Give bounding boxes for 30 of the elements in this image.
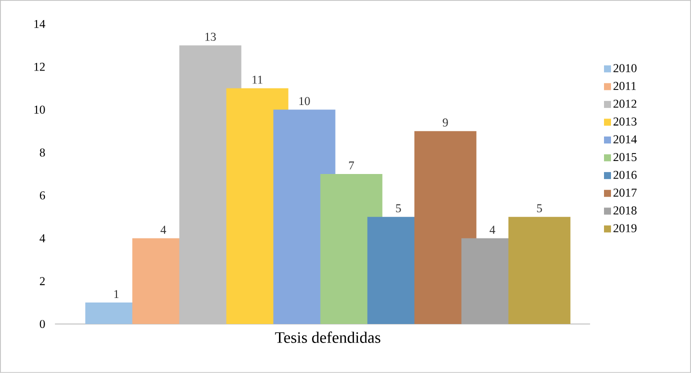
data-label: 11 — [252, 76, 262, 84]
legend-label: 2014 — [614, 135, 637, 144]
data-label: 9 — [442, 118, 448, 127]
legend-label: 2017 — [614, 188, 637, 197]
legend-label: 2019 — [614, 224, 636, 232]
legend-label: 2013 — [614, 118, 637, 126]
legend-label: 2010 — [614, 64, 637, 72]
y-tick-label: 14 — [34, 20, 46, 28]
legend-label: 2011 — [614, 82, 636, 90]
y-tick-label: 10 — [34, 106, 45, 114]
data-label: 5 — [537, 204, 542, 212]
y-tick-label: 8 — [40, 148, 45, 157]
legend-label: 2015 — [614, 153, 637, 162]
data-label: 5 — [396, 204, 401, 212]
data-label: 10 — [299, 97, 310, 106]
data-label: 13 — [205, 32, 216, 41]
y-tick-label: 0 — [40, 320, 45, 328]
data-label: 1 — [114, 290, 119, 298]
y-tick-label: 6 — [40, 191, 46, 200]
data-label: 4 — [160, 226, 166, 234]
legend-label: 2018 — [614, 206, 637, 215]
y-tick-label: 4 — [40, 234, 46, 242]
bar — [508, 216, 570, 324]
legend-label: 2016 — [614, 170, 637, 179]
data-label: 7 — [349, 162, 354, 170]
legend-label: 2012 — [614, 100, 636, 108]
y-tick-label: 12 — [34, 62, 45, 71]
x-tick-label: Tesis defendidas — [275, 332, 380, 343]
data-label: 4 — [490, 226, 496, 234]
y-tick-label: 2 — [40, 277, 45, 286]
